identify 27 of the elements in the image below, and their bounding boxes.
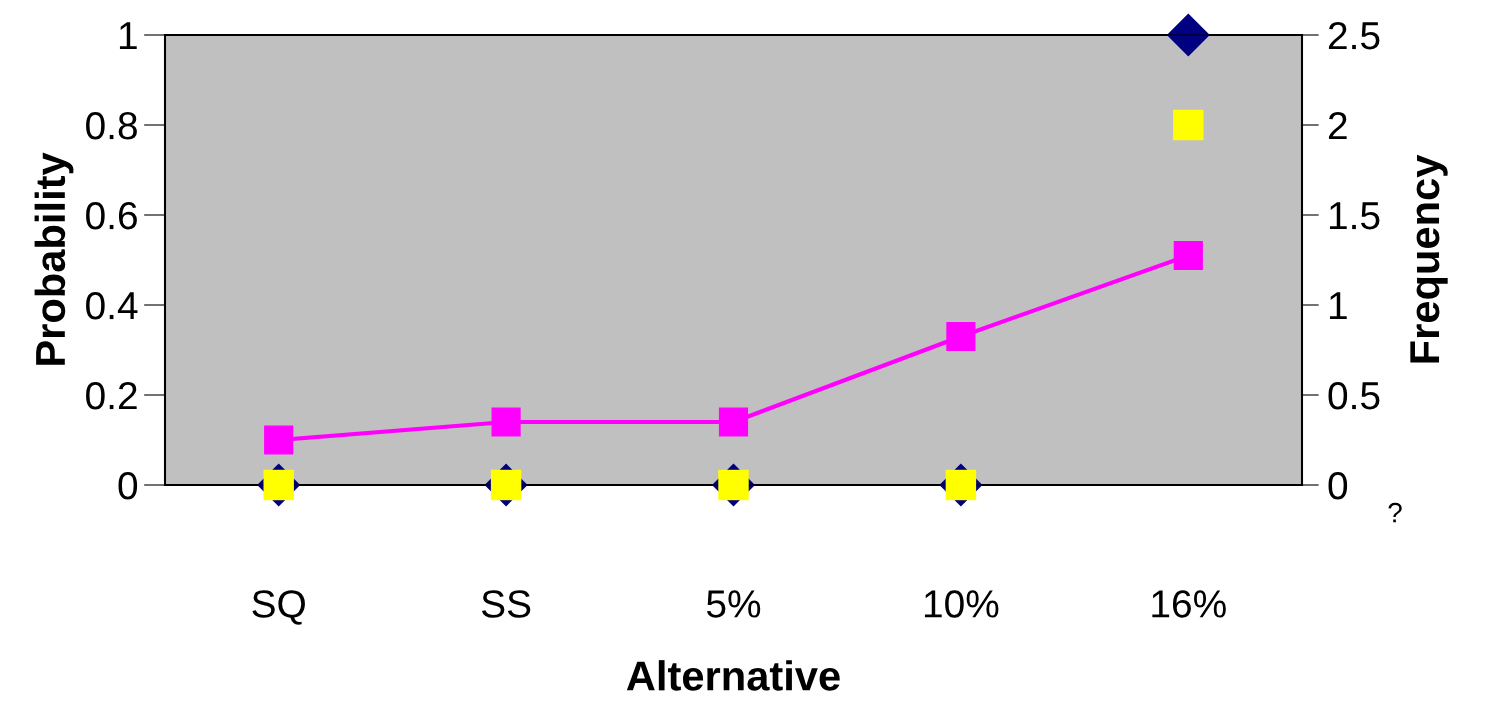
point	[1173, 240, 1203, 271]
point	[1166, 13, 1210, 57]
x-tick-label: 16%	[1152, 590, 1226, 618]
point	[946, 321, 976, 352]
y-tick-label: 0.8	[86, 111, 137, 140]
x-tick-label: 10%	[924, 590, 999, 618]
x-tick-label: SS	[481, 590, 531, 618]
y-tick-label: 0	[118, 471, 138, 500]
y-tick-label: 0.2	[86, 381, 137, 410]
y2-tick-label: 2	[1328, 111, 1347, 140]
y-tick-label: 0.6	[86, 201, 137, 230]
y2-tick-label: 0	[1328, 471, 1348, 500]
x-axis-title: Alternative	[626, 660, 840, 691]
x-tick-label: 5%	[706, 590, 761, 618]
y2-tick-label: 2.5	[1328, 21, 1380, 50]
point	[718, 407, 749, 437]
y2-tick-label: 1.5	[1329, 202, 1380, 230]
y2-axis-title: Frequency	[1410, 154, 1448, 363]
y2-tick-label: 1	[1329, 292, 1347, 320]
y-tick-label: 1	[119, 22, 137, 50]
y2-tick-label: 0.5	[1328, 381, 1380, 410]
text: ?	[1388, 502, 1402, 523]
y-tick-label: 0.4	[86, 291, 138, 320]
point	[491, 407, 521, 437]
x-tick-label: SQ	[252, 590, 305, 625]
point	[264, 425, 294, 455]
y-axis-title: Probability	[34, 152, 74, 365]
